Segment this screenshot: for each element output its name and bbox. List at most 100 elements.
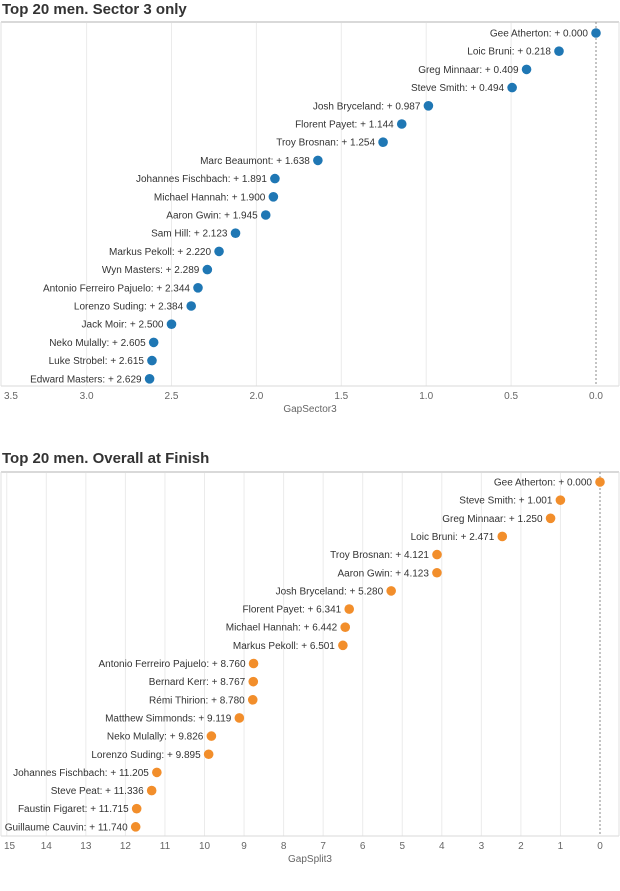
sector3-data-label: Florent Payet: + 1.144: [295, 120, 394, 131]
sector3-x-axis-title: GapSector3: [283, 404, 337, 415]
overall-x-tick-label: 0: [597, 841, 603, 852]
sector3-data-point: [148, 337, 159, 348]
overall-data-label: Markus Pekoll: + 6.501: [233, 641, 335, 652]
overall-data-point: [130, 822, 141, 832]
sector3-data-label: Antonio Ferreiro Pajuelo: + 2.344: [43, 283, 190, 294]
overall-data-point: [545, 513, 556, 524]
overall-data-point: [340, 622, 351, 632]
overall-data-label: Rémi Thirion: + 8.780: [149, 695, 245, 706]
overall-x-tick-label: 1: [558, 841, 564, 852]
overall-x-tick-label: 15: [4, 841, 16, 852]
overall-x-tick-label: 13: [80, 841, 92, 852]
sector3-data-label: Markus Pekoll: + 2.220: [109, 247, 211, 258]
overall-x-tick-label: 4: [439, 841, 445, 852]
sector3-data-label: Lorenzo Suding: + 2.384: [74, 302, 184, 313]
chart-sector3: 3.5 3.0 2.5 2.0 1.5 1.0 0.5 0.0 GapSector3 Gee At…: [0, 21, 620, 415]
overall-data-label: Guillaume Cauvin: + 11.740: [5, 822, 128, 833]
overall-data-point: [234, 713, 245, 723]
overall-data-label: Aaron Gwin: + 4.123: [337, 568, 429, 579]
overall-data-point: [432, 549, 442, 560]
sector3-data-point: [260, 210, 271, 220]
sector3-x-tick-label: 3.0: [80, 391, 94, 402]
sector3-data-label: Gee Atherton: + 0.000: [490, 29, 589, 40]
sector3-data-point: [423, 101, 434, 111]
sector3-data-label: Luke Strobel: + 2.615: [49, 356, 145, 367]
sector3-x-tick-label: 1.0: [419, 391, 433, 402]
overall-data-point: [203, 749, 214, 760]
overall-data-point: [386, 586, 396, 596]
sector3-data-point: [144, 374, 155, 384]
overall-data-point: [152, 767, 162, 778]
sector3-data-point: [230, 228, 241, 238]
sector3-data-point: [591, 28, 601, 38]
sector3-data-label: Loic Bruni: + 0.218: [467, 47, 551, 58]
overall-data-point: [595, 477, 605, 487]
overall-x-tick-label: 3: [479, 841, 485, 852]
sector3-data-point: [554, 46, 564, 56]
overall-data-label: Loic Bruni: + 2.471: [411, 532, 495, 543]
sector3-data-label: Wyn Masters: + 2.289: [102, 265, 200, 276]
overall-x-tick-label: 2: [518, 841, 524, 852]
sector3-data-label: Greg Minnaar: + 0.409: [418, 65, 519, 76]
overall-data-label: Josh Bryceland: + 5.280: [276, 586, 384, 597]
overall-x-tick-label: 11: [160, 841, 171, 852]
overall-data-point: [206, 731, 217, 741]
overall-data-label: Matthew Simmonds: + 9.119: [105, 713, 232, 724]
sector3-data-label: Sam Hill: + 2.123: [151, 229, 228, 240]
overall-data-label: Antonio Ferreiro Pajuelo: + 8.760: [98, 659, 245, 670]
overall-data-label: Johannes Fischbach: + 11.205: [13, 768, 149, 779]
chart-title-sector3: Top 20 men. Sector 3 only: [2, 1, 187, 18]
overall-data-point: [248, 676, 259, 687]
sector3-data-label: Johannes Fischbach: + 1.891: [136, 174, 267, 185]
overall-data-point: [248, 658, 259, 669]
overall-x-tick-label: 14: [41, 841, 53, 852]
sector3-data-label: Neko Mulally: + 2.605: [49, 338, 146, 349]
sector3-data-point: [214, 246, 224, 257]
overall-data-point: [247, 695, 258, 705]
sector3-data-point: [521, 64, 532, 75]
sector3-data-point: [166, 319, 177, 330]
overall-data-label: Florent Payet: + 6.341: [243, 605, 342, 616]
overall-data-label: Troy Brosnan: + 4.121: [330, 550, 429, 561]
overall-data-label: Faustin Figaret: + 11.715: [18, 804, 129, 815]
sector3-data-point: [378, 137, 388, 147]
overall-data-label: Steve Peat: + 11.336: [51, 786, 144, 797]
overall-x-tick-label: 9: [241, 841, 247, 852]
sector3-data-label: Aaron Gwin: + 1.945: [166, 211, 258, 222]
overall-data-label: Gee Atherton: + 0.000: [494, 478, 593, 489]
overall-x-tick-label: 8: [281, 841, 287, 852]
sector3-x-tick-label: 2.0: [249, 391, 263, 402]
overall-data-point: [555, 495, 566, 505]
overall-data-point: [146, 785, 157, 796]
overall-data-label: Bernard Kerr: + 8.767: [149, 677, 246, 688]
overall-data-point: [344, 604, 355, 614]
overall-data-point: [432, 567, 442, 578]
sector3-data-point: [270, 173, 280, 184]
overall-x-axis-title: GapSplit3: [288, 854, 332, 865]
overall-x-tick-label: 7: [320, 841, 326, 852]
overall-x-tick-label: 6: [360, 841, 366, 852]
overall-data-point: [497, 531, 508, 542]
sector3-data-label: Troy Brosnan: + 1.254: [276, 138, 375, 149]
sector3-data-label: Josh Bryceland: + 0.987: [313, 101, 421, 112]
sector3-data-point: [313, 155, 323, 166]
overall-data-label: Steve Smith: + 1.001: [459, 496, 553, 507]
sector3-data-point: [186, 301, 196, 311]
overall-data-label: Neko Mulally: + 9.826: [107, 732, 204, 743]
sector3-data-point: [202, 264, 213, 275]
sector3-x-tick-label: 1.5: [334, 391, 348, 402]
sector3-data-label: Edward Masters: + 2.629: [30, 374, 142, 385]
sector3-data-label: Jack Moir: + 2.500: [82, 320, 164, 331]
overall-data-label: Greg Minnaar: + 1.250: [442, 514, 543, 525]
sector3-data-point: [507, 82, 517, 93]
sector3-data-point: [268, 192, 279, 202]
sector3-data-label: Michael Hannah: + 1.900: [154, 192, 266, 203]
overall-x-tick-label: 12: [120, 841, 132, 852]
sector3-x-tick-label: 0.0: [589, 391, 603, 402]
sector3-x-tick-label: 0.5: [504, 391, 518, 402]
overall-x-tick-label: 10: [199, 841, 211, 852]
sector3-x-tick-label: 2.5: [165, 391, 179, 402]
sector3-data-label: Steve Smith: + 0.494: [411, 83, 505, 94]
sector3-data-point: [396, 119, 407, 129]
chart-title-overall: Top 20 men. Overall at Finish: [2, 450, 210, 467]
